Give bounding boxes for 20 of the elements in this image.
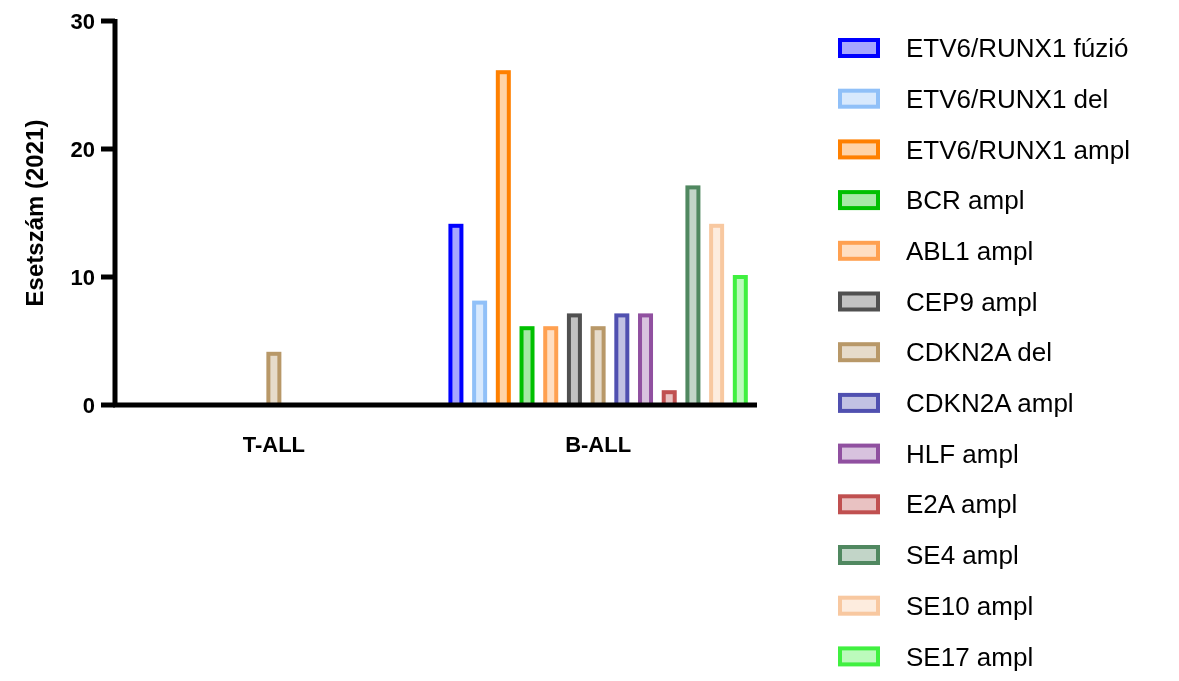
x-tick-label: T-ALL <box>242 432 306 457</box>
legend-label: ABL1 ampl <box>906 235 1034 266</box>
legend-label: CEP9 ampl <box>906 286 1038 317</box>
legend-label: ETV6/RUNX1 fúzió <box>906 33 1129 64</box>
legend-label: ETV6/RUNX1 del <box>906 83 1109 114</box>
legend-label: SE17 ampl <box>906 641 1034 672</box>
legend-label: E2A ampl <box>906 489 1018 520</box>
legend-label: SE10 ampl <box>906 590 1034 621</box>
y-axis-title: Esetszám (2021) <box>21 119 48 307</box>
x-tick-label: B-ALL <box>565 432 632 457</box>
y-tick-label: 20 <box>70 136 95 162</box>
y-tick-label: 30 <box>70 8 95 34</box>
legend-label: HLF ampl <box>906 438 1019 469</box>
legend-label: BCR ampl <box>906 185 1025 216</box>
legend-label: CDKN2A ampl <box>906 388 1074 418</box>
legend-label: CDKN2A del <box>906 337 1052 368</box>
legend-label: ETV6/RUNX1 ampl <box>906 134 1130 165</box>
y-tick-label: 10 <box>70 264 95 290</box>
y-tick-label: 0 <box>82 392 95 418</box>
legend-label: SE4 ampl <box>906 540 1019 571</box>
